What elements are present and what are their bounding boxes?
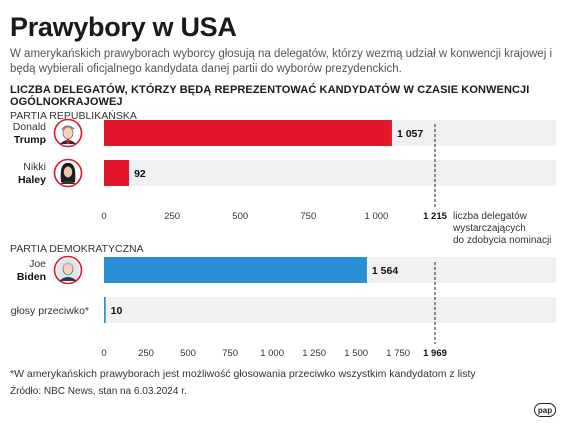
threshold-note: wystarczających <box>452 223 526 234</box>
footnote: *W amerykańskich prawyborach jest możliw… <box>10 368 476 380</box>
category-label: głosy przeciwko* <box>11 305 89 317</box>
threshold-label: 1 969 <box>423 348 447 359</box>
candidate-first-name: Donald <box>13 121 46 133</box>
tick-label: 500 <box>232 211 248 222</box>
value-label: 1 057 <box>397 128 423 140</box>
bar-track <box>104 160 556 186</box>
bar-track <box>104 297 556 323</box>
page-title: Prawybory w USA <box>10 12 237 42</box>
threshold-label: 1 215 <box>423 211 447 222</box>
tick-label: 1 000 <box>260 348 284 359</box>
tick-label: 250 <box>164 211 180 222</box>
tick-label: 750 <box>222 348 238 359</box>
tick-label: 750 <box>300 211 316 222</box>
portrait-face <box>62 126 74 140</box>
threshold-note: liczba delegatów <box>453 211 528 222</box>
section-label-democratic: PARTIA DEMOKRATYCZNA <box>10 243 144 255</box>
tick-label: 1 250 <box>302 348 326 359</box>
candidate-last-name: Haley <box>18 174 46 186</box>
candidate-first-name: Nikki <box>23 161 46 173</box>
trump-portrait-icon <box>53 118 83 148</box>
portrait-face <box>63 166 73 178</box>
bar <box>104 257 367 283</box>
tick-label: 0 <box>101 348 106 359</box>
haley-portrait-icon <box>53 158 83 188</box>
portrait-tie <box>66 138 70 144</box>
tick-label: 1 500 <box>344 348 368 359</box>
portrait-body <box>60 180 76 184</box>
source: Źródło: NBC News, stan na 6.03.2024 r. <box>10 386 187 397</box>
portrait-hair <box>61 125 75 131</box>
bar <box>104 297 106 323</box>
candidate-last-name: Biden <box>17 271 46 283</box>
portrait-suit <box>59 277 77 281</box>
tick-label: 0 <box>101 211 106 222</box>
pap-logo-icon: pap <box>534 403 556 417</box>
tick-label: 500 <box>180 348 196 359</box>
candidate-first-name: Joe <box>29 258 46 270</box>
tick-label: 250 <box>138 348 154 359</box>
tick-label: 1 750 <box>386 348 410 359</box>
value-label: 92 <box>134 168 146 180</box>
svg-text:pap: pap <box>538 406 552 415</box>
biden-portrait-icon <box>53 255 83 285</box>
candidate-last-name: Trump <box>14 134 46 146</box>
tick-label: 1 000 <box>365 211 389 222</box>
threshold-note: do zdobycia nominacji <box>453 235 551 246</box>
value-label: 10 <box>111 305 123 317</box>
section-label-republican: PARTIA REPUBLIKAŃSKA <box>10 110 137 122</box>
portrait-hair <box>62 262 74 267</box>
chart-heading: LICZBA DELEGATÓW, KTÓRZY BĘDĄ REPREZENTO… <box>10 84 530 108</box>
bar <box>104 120 392 146</box>
subtitle: W amerykańskich prawyborach wyborcy głos… <box>10 48 553 75</box>
bar <box>104 160 130 186</box>
value-label: 1 564 <box>372 265 398 277</box>
